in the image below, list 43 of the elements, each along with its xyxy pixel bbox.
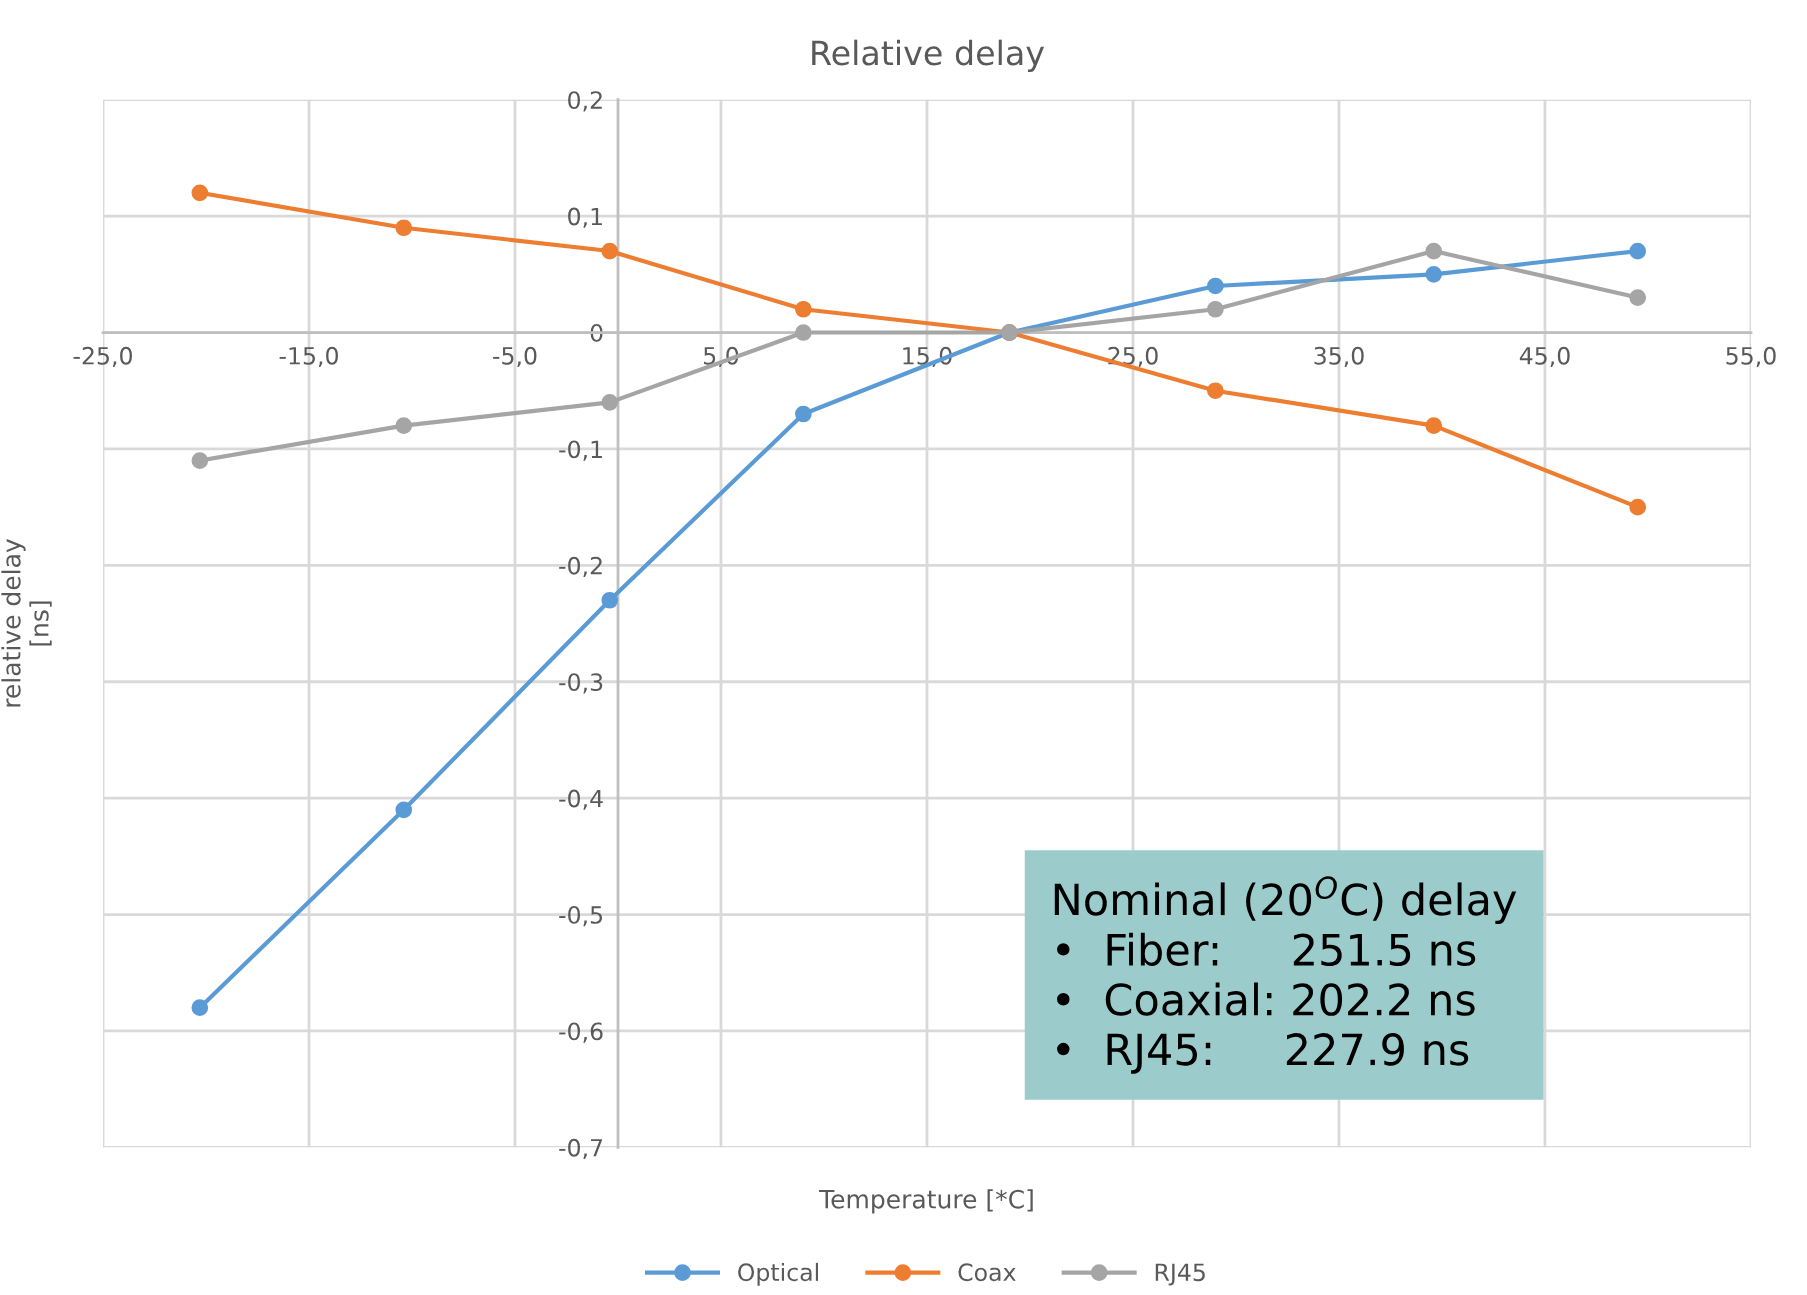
- point: [1425, 242, 1443, 260]
- point: [1425, 417, 1443, 434]
- x-axis-title: Temperature [*C]: [819, 1189, 1033, 1214]
- x-tick-label: 35,0: [1314, 346, 1364, 368]
- x-tick-label: 45,0: [1519, 346, 1570, 368]
- x-tick-label: -5,0: [493, 346, 537, 368]
- y-tick-label: -0,1: [559, 440, 602, 461]
- y-axis-title: relative delay [ns]: [1, 539, 52, 707]
- point: [1629, 498, 1647, 516]
- chart-title: Relative delay: [812, 39, 1045, 72]
- point: [191, 999, 209, 1017]
- point: [191, 184, 209, 202]
- point: [1425, 265, 1443, 283]
- legend-label: Coax: [958, 1263, 1016, 1282]
- y-tick-label: 0,1: [568, 207, 602, 228]
- x-tick-label: -25,0: [73, 346, 132, 368]
- point: [1629, 242, 1647, 260]
- point: [191, 452, 209, 469]
- point: [795, 405, 812, 423]
- legend-label: RJ45: [1155, 1263, 1205, 1286]
- y-tick-label: -0,4: [559, 789, 603, 810]
- x-tick-label: 55,0: [1726, 346, 1776, 368]
- y-tick-label: -0,5: [559, 906, 603, 927]
- point: [1207, 300, 1224, 318]
- x-tick-label: -15,0: [279, 346, 338, 368]
- point: [1207, 277, 1224, 295]
- point: [795, 300, 812, 318]
- annotation: Nominal (20$^{O}$C) delay • Fiber: 251.5 ns • Coaxial: 202.2 ns • RJ45: 227.9 ns: [1054, 876, 1517, 1074]
- y-tick-label: -0,6: [559, 1022, 603, 1043]
- point: [601, 591, 619, 609]
- y-tick-label: 0,2: [568, 91, 602, 112]
- point: [395, 219, 413, 237]
- point: [601, 394, 619, 411]
- point: [395, 801, 413, 819]
- point: [795, 324, 812, 341]
- y-tick-label: -0,2: [559, 556, 602, 578]
- y-tick-label: -0,3: [559, 673, 603, 694]
- point: [601, 242, 619, 260]
- legend-label: Optical: [738, 1262, 818, 1286]
- point: [1629, 289, 1647, 306]
- point: [1207, 382, 1224, 400]
- y-tick-label: -0,7: [559, 1138, 603, 1160]
- point: [395, 417, 413, 434]
